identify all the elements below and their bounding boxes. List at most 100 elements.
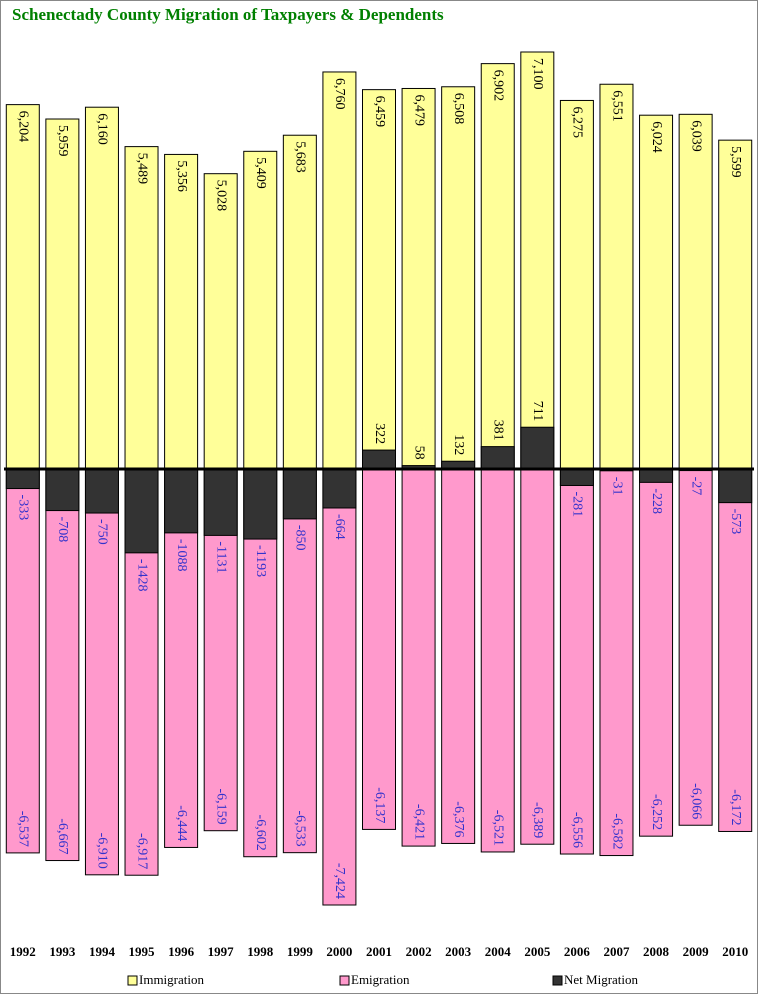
x-tick-label: 1993 (49, 944, 76, 959)
x-tick-label: 2007 (603, 944, 630, 959)
bar (203, 468, 238, 536)
data-label: 6,459 (372, 96, 387, 128)
data-label: -6,444 (174, 805, 189, 841)
data-label: -1193 (253, 545, 268, 577)
x-tick-label: 2005 (524, 944, 551, 959)
data-label: -228 (649, 488, 664, 514)
data-label: -6,910 (95, 833, 110, 869)
legend-swatch (552, 975, 563, 986)
bar (599, 468, 634, 857)
data-label: -664 (332, 514, 347, 540)
data-label: -6,252 (649, 794, 664, 830)
data-label: -6,389 (530, 802, 545, 838)
data-label: 6,508 (451, 93, 466, 125)
legend-swatch (127, 975, 138, 986)
bar (124, 146, 159, 470)
data-label: 5,489 (134, 153, 149, 185)
data-label: -6,066 (688, 783, 703, 819)
bar (5, 468, 40, 854)
bar (5, 104, 40, 470)
bar (164, 468, 199, 534)
bar (441, 86, 476, 470)
bar (639, 114, 674, 470)
bar (124, 468, 159, 554)
bar (322, 468, 357, 906)
bar (441, 468, 476, 844)
bar (282, 134, 317, 470)
bar (480, 446, 515, 470)
data-label: -708 (55, 517, 70, 543)
data-label: -6,602 (253, 815, 268, 851)
x-tick-label: 2010 (722, 944, 748, 959)
x-tick-label: 1999 (287, 944, 314, 959)
x-tick-label: 2000 (326, 944, 352, 959)
bar (401, 87, 436, 470)
data-label: -7,424 (332, 863, 347, 899)
bar (282, 468, 317, 854)
x-tick-label: 1996 (168, 944, 195, 959)
x-tick-label: 2008 (643, 944, 670, 959)
data-label: 132 (451, 434, 466, 455)
bar (84, 468, 119, 514)
bar (362, 449, 396, 470)
data-label: -281 (570, 491, 585, 517)
x-tick-label: 2009 (683, 944, 710, 959)
bar (520, 51, 555, 470)
data-label: 5,409 (253, 157, 268, 189)
bar (599, 83, 634, 470)
data-label: -6,376 (451, 801, 466, 837)
data-label: -333 (16, 495, 31, 521)
bar (718, 139, 753, 470)
x-tick-label: 1995 (129, 944, 156, 959)
bar (401, 468, 436, 847)
bar (362, 468, 396, 830)
data-label: 5,028 (213, 180, 228, 212)
data-label: 7,100 (530, 58, 545, 90)
bar (45, 468, 80, 862)
x-tick-label: 1992 (10, 944, 36, 959)
data-label: 6,160 (95, 113, 110, 144)
data-label: 322 (372, 423, 387, 444)
bar (678, 468, 713, 826)
x-tick-label: 2006 (564, 944, 591, 959)
bar (520, 426, 555, 470)
legend-swatch (339, 975, 350, 986)
data-label: -6,533 (293, 810, 308, 846)
bar (322, 71, 357, 470)
data-label: -6,172 (728, 789, 743, 825)
x-tick-label: 2002 (406, 944, 432, 959)
bar (678, 113, 713, 470)
data-label: 5,683 (293, 141, 308, 173)
bar (362, 89, 396, 470)
data-label: -1088 (174, 539, 189, 572)
bar (559, 468, 594, 486)
data-label: -1428 (134, 559, 149, 592)
x-tick-label: 2004 (485, 944, 512, 959)
data-label: 6,760 (332, 78, 347, 110)
data-label: -750 (95, 519, 110, 545)
chart-title: Schenectady County Migration of Taxpayer… (12, 5, 444, 24)
data-label: -6,159 (213, 789, 228, 825)
data-label: 6,275 (570, 106, 585, 138)
bar (203, 173, 238, 470)
bar (322, 468, 357, 509)
bar (5, 468, 40, 490)
data-label: -1131 (213, 541, 228, 573)
x-tick-label: 2001 (366, 944, 392, 959)
bar (639, 468, 674, 837)
bar (243, 468, 278, 540)
bar (559, 99, 594, 470)
bar (164, 153, 199, 470)
bar (480, 468, 515, 853)
data-label: 5,356 (174, 160, 189, 192)
data-label: -6,582 (609, 813, 624, 849)
data-label: -6,521 (491, 810, 506, 846)
data-label: -6,137 (372, 787, 387, 823)
data-label: 6,204 (16, 111, 31, 143)
bar (559, 468, 594, 855)
bar (45, 468, 80, 512)
data-label: 6,039 (688, 120, 703, 152)
bar (718, 468, 753, 504)
